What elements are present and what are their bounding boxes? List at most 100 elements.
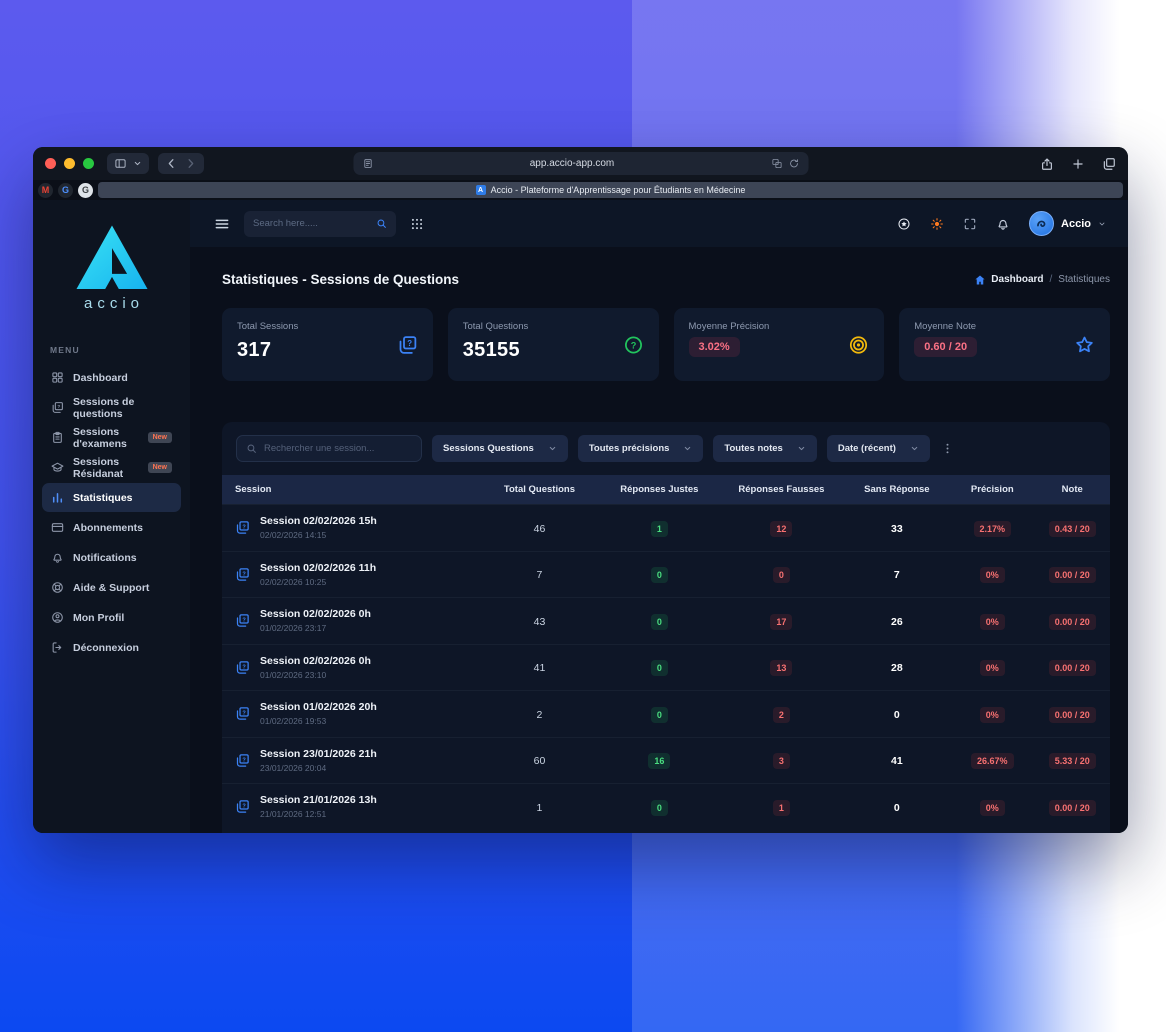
- browser-tab[interactable]: A Accio - Plateforme d'Apprentissage pou…: [98, 182, 1123, 198]
- table-row[interactable]: ? Session 02/02/2026 11h 02/02/2026 10:25 7…: [222, 550, 1110, 598]
- precision-cell: 0%: [950, 658, 1034, 677]
- table-row[interactable]: ? Session 01/02/2026 20h 01/02/2026 19:53 2…: [222, 690, 1110, 737]
- fausses-badge: 13: [770, 660, 793, 677]
- sessions-panel: Sessions Questions Toutes précisions Toute…: [222, 422, 1110, 833]
- bell-icon[interactable]: [996, 217, 1010, 231]
- sidebar-item-dashboard[interactable]: Dashboard: [42, 363, 181, 392]
- sans-reponse-value: 26: [891, 615, 903, 628]
- total-questions-value: 7: [536, 569, 543, 582]
- sun-icon[interactable]: [930, 217, 944, 231]
- global-search-input[interactable]: [253, 218, 370, 229]
- table-header-cell: Total Questions: [480, 484, 600, 495]
- sidebar-item-label: Aide & Support: [73, 581, 150, 594]
- total-questions-cell: 43: [480, 612, 600, 630]
- table-row[interactable]: ? Session 21/01/2026 13h 21/01/2026 12:51 1…: [222, 783, 1110, 830]
- sans-reponse-value: 41: [891, 755, 903, 768]
- sidebar-item-statistiques[interactable]: Statistiques: [42, 483, 181, 512]
- back-button[interactable]: [165, 157, 178, 170]
- filter-dropdown-value: Date (récent): [837, 443, 896, 454]
- session-cell: ? Session 21/01/2026 13h 21/01/2026 12:51: [222, 794, 480, 819]
- session-name: Session 02/02/2026 15h: [260, 515, 377, 528]
- justes-badge: 1: [650, 520, 668, 537]
- new-tab-icon[interactable]: [1071, 157, 1085, 171]
- sidebar-item-sessions-questions[interactable]: ? Sessions de questions: [42, 393, 181, 422]
- table-row[interactable]: ? Session 02/02/2026 0h 01/02/2026 23:10 41…: [222, 643, 1110, 691]
- stat-card-value: 3.02%: [688, 337, 740, 357]
- sidebar-item-deconnexion[interactable]: Déconnexion: [42, 633, 181, 662]
- session-cell: ? Session 01/02/2026 20h 01/02/2026 19:53: [222, 701, 480, 726]
- global-search[interactable]: [244, 210, 396, 237]
- apps-grid-icon[interactable]: [410, 217, 424, 231]
- reponses-fausses-cell: 1: [719, 798, 843, 816]
- pinned-tab-favicon[interactable]: M: [38, 182, 53, 198]
- total-questions-value: 2: [536, 708, 543, 721]
- sidebar-item-aide-support[interactable]: Aide & Support: [42, 573, 181, 602]
- reload-icon[interactable]: [788, 158, 799, 169]
- reader-view-icon[interactable]: [362, 158, 373, 169]
- copy-question-icon: ?: [235, 520, 250, 535]
- sidebar-item-sessions-examens[interactable]: Sessions d'examens New: [42, 423, 181, 452]
- table-row[interactable]: ? Session 23/01/2026 21h 23/01/2026 20:04 6…: [222, 736, 1110, 784]
- filter-dropdown-type[interactable]: Sessions Questions: [432, 435, 568, 462]
- note-badge: 0.00 / 20: [1048, 613, 1096, 630]
- zoom-window-button[interactable]: [83, 158, 94, 169]
- home-icon: [974, 274, 986, 286]
- table-row[interactable]: ? Session 02/02/2026 15h 02/02/2026 14:15 4…: [222, 504, 1110, 551]
- pinned-tab-favicon[interactable]: G: [58, 182, 73, 198]
- svg-text:?: ?: [630, 340, 636, 350]
- filter-dropdown-date[interactable]: Date (récent): [826, 435, 930, 462]
- sidebar-item-sessions-residanat[interactable]: Sessions Résidanat New: [42, 453, 181, 482]
- stat-card-moyenne-note: Moyenne Note 0.60 / 20: [899, 308, 1110, 381]
- sidebar-item-label: Sessions Résidanat: [73, 455, 124, 480]
- session-date: 02/02/2026 10:25: [260, 576, 327, 587]
- accio-logo: [75, 225, 148, 289]
- browser-sidebar-toggle[interactable]: [107, 153, 149, 174]
- session-date: 01/02/2026 23:10: [260, 669, 327, 680]
- session-search[interactable]: [236, 435, 422, 462]
- stat-card-total-sessions: Total Sessions 317?: [222, 308, 433, 381]
- sidebar-item-abonnements[interactable]: Abonnements: [42, 513, 181, 542]
- pinned-tab-favicon[interactable]: G: [78, 182, 93, 198]
- sans-reponse-value: 0: [893, 708, 900, 721]
- chevron-down: [683, 444, 692, 453]
- reponses-fausses-cell: 2: [719, 705, 843, 723]
- table-header-label: Session: [235, 484, 272, 495]
- breadcrumb-dashboard[interactable]: Dashboard: [974, 274, 1044, 286]
- filter-dropdown-notes[interactable]: Toutes notes: [713, 435, 817, 462]
- session-name: Session 02/02/2026 0h: [260, 608, 371, 621]
- fullscreen-icon[interactable]: [963, 217, 977, 231]
- precision-badge: 0%: [979, 567, 1005, 584]
- star-circle-icon[interactable]: [897, 217, 911, 231]
- tab-favicon: A: [475, 185, 486, 195]
- breadcrumb-separator: /: [1049, 274, 1053, 285]
- app-header: Accio: [190, 200, 1128, 247]
- svg-text:?: ?: [242, 571, 246, 577]
- total-questions-value: 1: [536, 801, 543, 814]
- minimize-window-button[interactable]: [64, 158, 75, 169]
- translate-icon[interactable]: [771, 158, 782, 169]
- session-search-input[interactable]: [264, 443, 412, 454]
- close-window-button[interactable]: [45, 158, 56, 169]
- hamburger-menu-icon[interactable]: [214, 216, 230, 232]
- svg-text:?: ?: [242, 804, 246, 810]
- tab-overview-icon[interactable]: [1102, 157, 1116, 171]
- sidebar-item-notifications[interactable]: Notifications: [42, 543, 181, 572]
- sidebar-item-label: Notifications: [73, 551, 137, 564]
- address-bar[interactable]: app.accio-app.com: [353, 152, 808, 175]
- share-icon[interactable]: [1040, 157, 1054, 171]
- reponses-justes-cell: 0: [599, 798, 719, 816]
- sidebar-item-mon-profil[interactable]: Mon Profil: [42, 603, 181, 632]
- precision-badge: 0%: [979, 613, 1005, 630]
- forward-button[interactable]: [184, 157, 197, 170]
- chevron-down-icon: [1098, 220, 1106, 228]
- sans-reponse-value: 28: [891, 662, 903, 675]
- session-cell: ? Session 02/02/2026 15h 02/02/2026 14:15: [222, 515, 480, 540]
- table-row[interactable]: ? Session 02/02/2026 0h 01/02/2026 23:17 43…: [222, 597, 1110, 644]
- total-questions-cell: 1: [480, 798, 600, 816]
- filter-dropdown-precision[interactable]: Toutes précisions: [577, 435, 704, 462]
- fausses-badge: 0: [772, 567, 790, 584]
- kebab-menu-icon[interactable]: [941, 442, 954, 455]
- stat-card-value: 35155: [462, 339, 520, 361]
- user-menu[interactable]: Accio: [1029, 211, 1106, 236]
